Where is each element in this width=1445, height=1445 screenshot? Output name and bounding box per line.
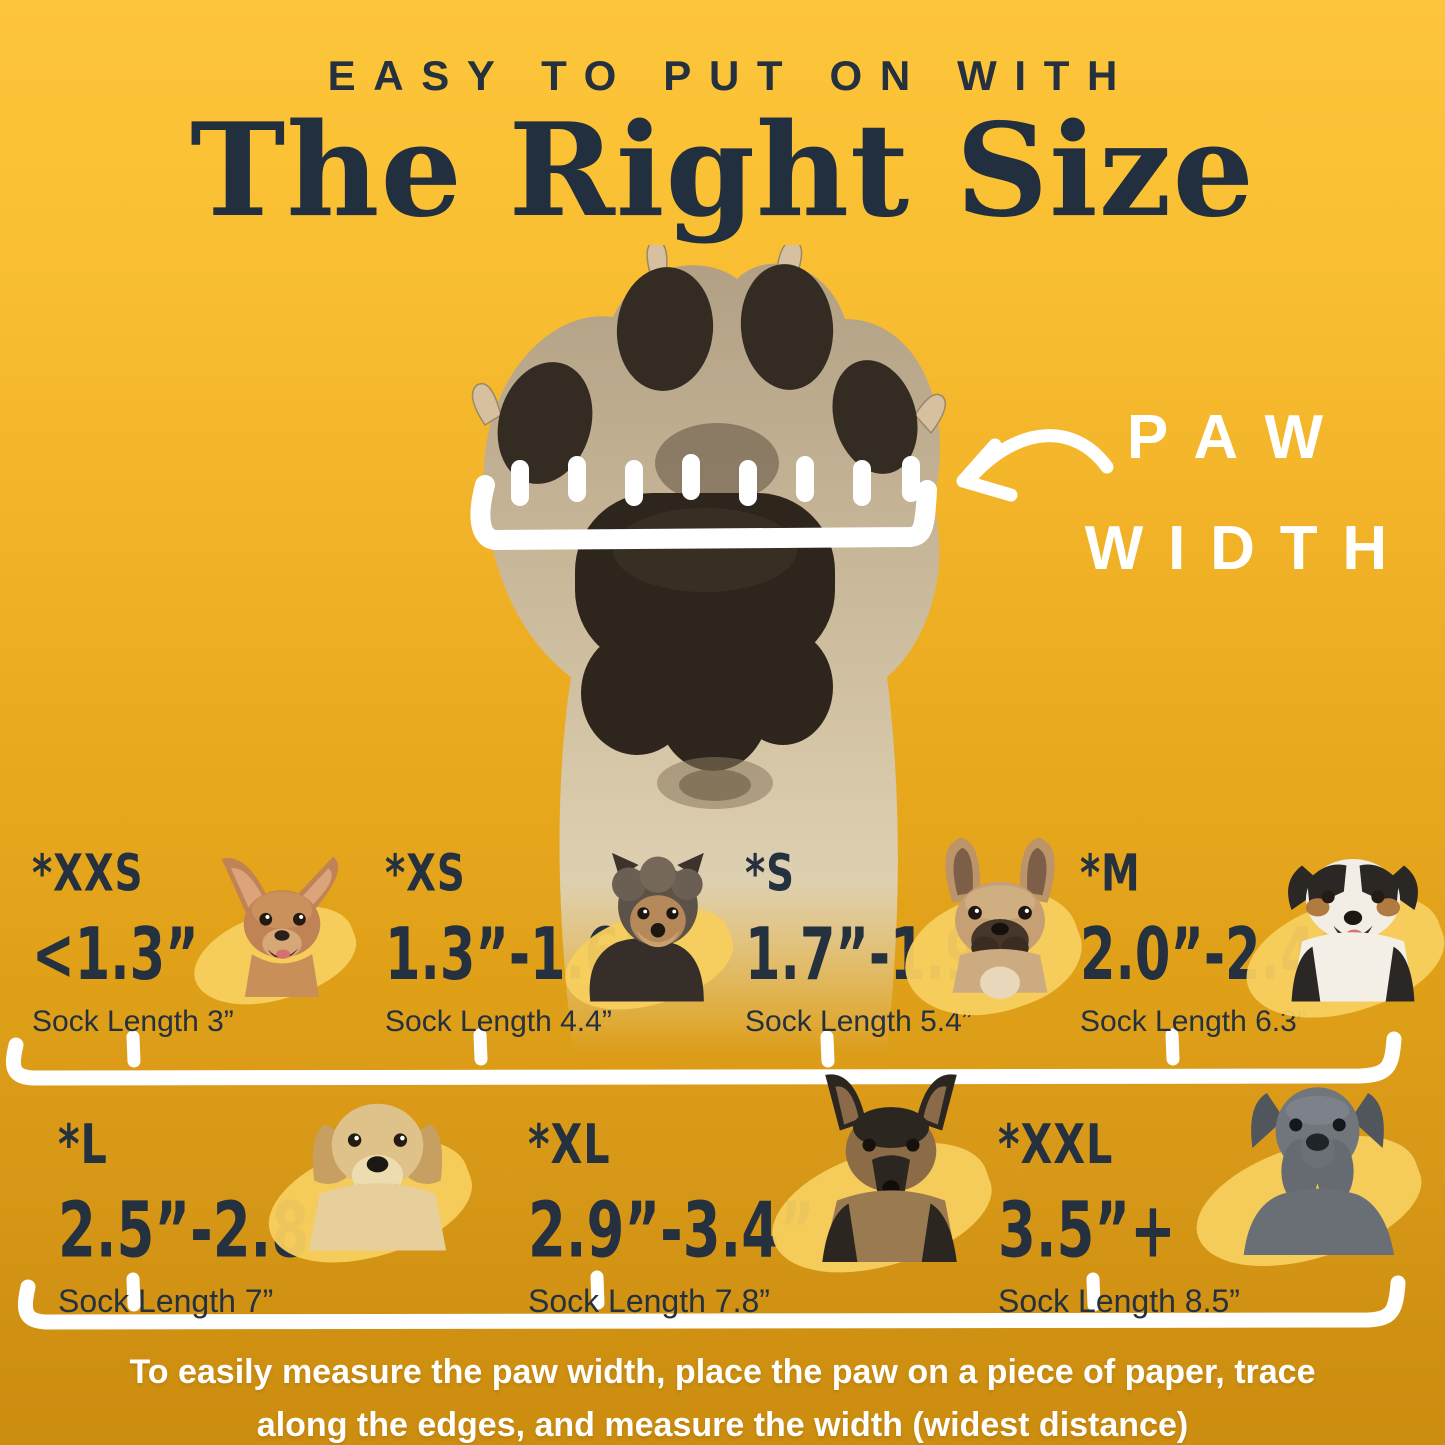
paw-width-range: <1.3” bbox=[32, 913, 199, 997]
yorkshire-terrier-puppy-photo bbox=[589, 852, 704, 1002]
paw-width-line1: PAW bbox=[1126, 403, 1353, 472]
dog-paw-photo bbox=[471, 245, 946, 1080]
row1-bracket bbox=[5, 1028, 1402, 1086]
chihuahua-photo bbox=[221, 856, 339, 997]
size-card-m: *M 2.0”-2.4” Sock Length 6.3” bbox=[1080, 844, 1445, 1044]
paw-width-label: PAW WIDTH bbox=[1060, 402, 1390, 584]
sock-length-label: Sock Length 8.5” bbox=[998, 1283, 1240, 1319]
size-card-xs: *XS 1.3”-1.6” Sock Length 4.4” bbox=[385, 844, 745, 1038]
header-eyebrow: EASY TO PUT ON WITH bbox=[327, 52, 1135, 99]
paw-width-ruler bbox=[470, 454, 937, 551]
size-label: *XXS bbox=[32, 844, 144, 903]
australian-shepherd-photo bbox=[1288, 858, 1418, 1002]
golden-retriever-photo bbox=[308, 1103, 447, 1251]
sock-length-label: Sock Length 5.4” bbox=[745, 1005, 972, 1038]
sock-length-label: Sock Length 6.3” bbox=[1080, 1005, 1307, 1038]
size-label: *XXL bbox=[998, 1113, 1114, 1177]
paw-width-range: 3.5”+ bbox=[998, 1187, 1176, 1276]
size-label: *XL bbox=[528, 1113, 611, 1177]
measure-instruction: To easily measure the paw width, place t… bbox=[0, 1346, 1445, 1445]
paw-width-line2: WIDTH bbox=[1084, 514, 1412, 583]
sock-length-label: Sock Length 4.4” bbox=[385, 1005, 612, 1038]
ruler-tick-dashes bbox=[511, 454, 920, 506]
row1-bracket-ticks bbox=[126, 1028, 1180, 1068]
paw-toe-pads bbox=[497, 264, 918, 484]
german-shepherd-photo bbox=[822, 1074, 957, 1262]
size-card-s: *S 1.7”-1.9” Sock Length 5.4” bbox=[745, 837, 1096, 1040]
sock-length-label: Sock Length 7.8” bbox=[528, 1283, 770, 1319]
french-bulldog-photo bbox=[945, 837, 1055, 999]
paw-width-arrow bbox=[956, 429, 1114, 502]
great-dane-photo bbox=[1243, 1087, 1395, 1255]
measure-instruction-line1: To easily measure the paw width, place t… bbox=[129, 1353, 1316, 1391]
size-label: *S bbox=[745, 844, 795, 903]
page-title: The Right Size bbox=[190, 96, 1255, 246]
row2-bracket-ticks bbox=[126, 1270, 1101, 1312]
size-label: *L bbox=[58, 1113, 108, 1177]
size-card-xxs: *XXS <1.3” Sock Length 3” bbox=[32, 844, 377, 1038]
size-label: *M bbox=[1080, 844, 1141, 903]
size-card-xxl: *XXL 3.5”+ Sock Length 8.5” bbox=[998, 1087, 1438, 1319]
size-card-xl: *XL 2.9”-3.4” Sock Length 7.8” bbox=[528, 1074, 1007, 1319]
sock-length-label: Sock Length 7” bbox=[58, 1283, 274, 1319]
size-card-l: *L 2.5”-2.8” Sock Length 7” bbox=[58, 1103, 485, 1319]
paw-width-range: 2.9”-3.4” bbox=[528, 1187, 815, 1276]
sock-length-label: Sock Length 3” bbox=[32, 1005, 234, 1038]
row2-bracket bbox=[17, 1270, 1406, 1330]
size-label: *XS bbox=[385, 844, 466, 903]
measure-instruction-line2: along the edges, and measure the width (… bbox=[256, 1405, 1189, 1444]
